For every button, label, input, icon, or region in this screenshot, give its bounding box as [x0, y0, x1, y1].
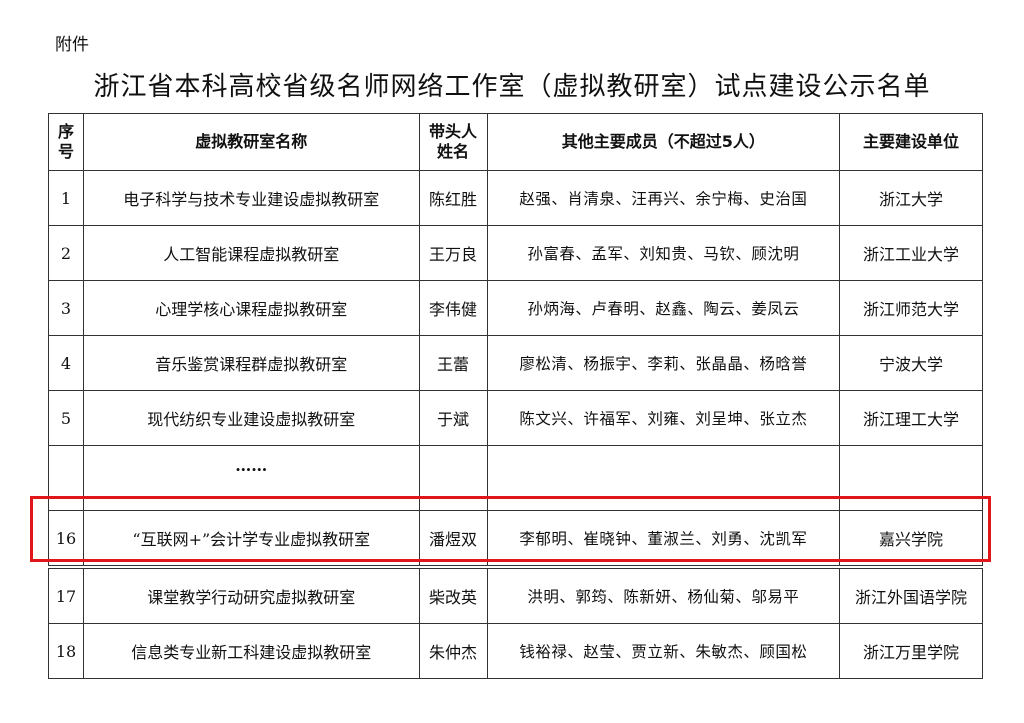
cell-no: 18 — [48, 623, 84, 679]
table-row: 17 课堂教学行动研究虚拟教研室 柴改英 洪明、郭筠、陈新妍、杨仙菊、邬易平 浙江外国语… — [48, 566, 983, 624]
cell-no — [48, 445, 84, 511]
table-row: 4 音乐鉴赏课程群虚拟教研室 王蕾 廖松清、杨振宇、李莉、张晶晶、杨晗誉 宁波大学 — [48, 335, 983, 391]
cell-name: …… — [82, 445, 420, 511]
cell-no: 5 — [48, 390, 84, 446]
cell-members: 孙富春、孟军、刘知贵、马钦、顾沈明 — [486, 225, 841, 281]
cell-leader: 柴改英 — [418, 566, 488, 624]
cell-unit — [839, 445, 983, 511]
cell-leader — [418, 445, 488, 511]
cell-members: 洪明、郭筠、陈新妍、杨仙菊、邬易平 — [486, 566, 841, 624]
table-header-row: 序号 虚拟教研室名称 带头人姓名 其他主要成员（不超过5人） 主要建设单位 — [48, 113, 983, 171]
cell-unit: 浙江工业大学 — [839, 225, 983, 281]
cell-members — [486, 445, 841, 511]
table-row: 18 信息类专业新工科建设虚拟教研室 朱仲杰 钱裕禄、赵莹、贾立新、朱敏杰、顾国松 浙江… — [48, 623, 983, 679]
header-no: 序号 — [48, 113, 84, 171]
cell-leader: 李伟健 — [418, 280, 488, 336]
cell-members: 赵强、肖清泉、汪再兴、余宁梅、史治国 — [486, 170, 841, 226]
cell-name: 电子科学与技术专业建设虚拟教研室 — [82, 170, 420, 226]
cell-no: 1 — [48, 170, 84, 226]
cell-leader: 陈红胜 — [418, 170, 488, 226]
cell-members: 孙炳海、卢春明、赵鑫、陶云、姜凤云 — [486, 280, 841, 336]
cell-unit: 浙江外国语学院 — [839, 566, 983, 624]
attachment-label: 附件 — [55, 35, 89, 55]
cell-name: 信息类专业新工科建设虚拟教研室 — [82, 623, 420, 679]
header-name: 虚拟教研室名称 — [82, 113, 420, 171]
cell-name: 人工智能课程虚拟教研室 — [82, 225, 420, 281]
cell-leader: 王万良 — [418, 225, 488, 281]
header-members: 其他主要成员（不超过5人） — [486, 113, 841, 171]
cell-members: 廖松清、杨振宇、李莉、张晶晶、杨晗誉 — [486, 335, 841, 391]
cell-no: 3 — [48, 280, 84, 336]
table-row: 3 心理学核心课程虚拟教研室 李伟健 孙炳海、卢春明、赵鑫、陶云、姜凤云 浙江师范大学 — [48, 280, 983, 336]
cell-unit: 浙江师范大学 — [839, 280, 983, 336]
cell-no: 17 — [48, 566, 84, 624]
cell-no: 2 — [48, 225, 84, 281]
highlight-box — [30, 496, 991, 562]
header-leader: 带头人姓名 — [418, 113, 488, 171]
cell-members: 钱裕禄、赵莹、贾立新、朱敏杰、顾国松 — [486, 623, 841, 679]
cell-name: 心理学核心课程虚拟教研室 — [82, 280, 420, 336]
cell-leader: 于斌 — [418, 390, 488, 446]
cell-unit: 宁波大学 — [839, 335, 983, 391]
table-row: …… — [48, 445, 983, 511]
cell-leader: 王蕾 — [418, 335, 488, 391]
cell-name: 音乐鉴赏课程群虚拟教研室 — [82, 335, 420, 391]
header-unit: 主要建设单位 — [839, 113, 983, 171]
table-row: 1 电子科学与技术专业建设虚拟教研室 陈红胜 赵强、肖清泉、汪再兴、余宁梅、史治国 浙江… — [48, 170, 983, 226]
cell-unit: 浙江理工大学 — [839, 390, 983, 446]
cell-members: 陈文兴、许福军、刘雍、刘呈坤、张立杰 — [486, 390, 841, 446]
table-row: 5 现代纺织专业建设虚拟教研室 于斌 陈文兴、许福军、刘雍、刘呈坤、张立杰 浙江理工大学 — [48, 390, 983, 446]
cell-name: 课堂教学行动研究虚拟教研室 — [82, 566, 420, 624]
cell-leader: 朱仲杰 — [418, 623, 488, 679]
table-row: 2 人工智能课程虚拟教研室 王万良 孙富春、孟军、刘知贵、马钦、顾沈明 浙江工业大学 — [48, 225, 983, 281]
cell-unit: 浙江大学 — [839, 170, 983, 226]
document-title: 浙江省本科高校省级名师网络工作室（虚拟教研室）试点建设公示名单 — [93, 72, 931, 102]
cell-name: 现代纺织专业建设虚拟教研室 — [82, 390, 420, 446]
cell-unit: 浙江万里学院 — [839, 623, 983, 679]
cell-no: 4 — [48, 335, 84, 391]
